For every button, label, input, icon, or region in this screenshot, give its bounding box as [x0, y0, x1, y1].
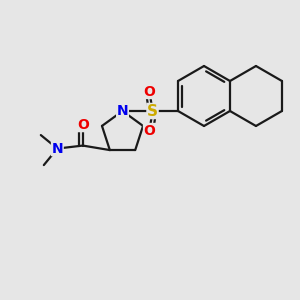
- Text: O: O: [144, 85, 155, 98]
- Text: N: N: [117, 104, 128, 118]
- Text: N: N: [52, 142, 63, 156]
- Text: S: S: [147, 103, 158, 118]
- Text: O: O: [77, 118, 89, 132]
- Text: O: O: [144, 124, 155, 137]
